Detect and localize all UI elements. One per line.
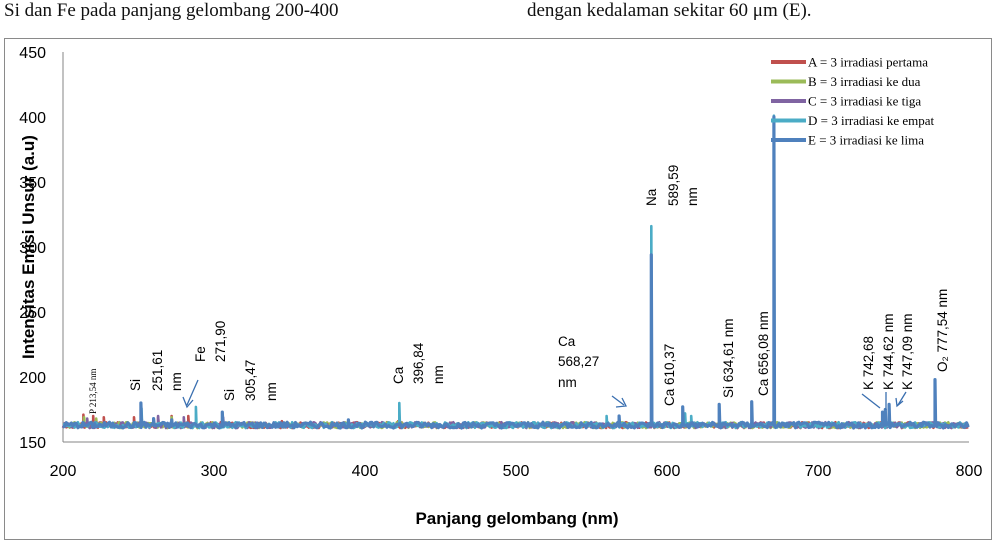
- annotation-k1: K 742,68: [861, 336, 876, 390]
- x-tick-label: 700: [805, 463, 832, 480]
- annotation-arrows: [182, 379, 907, 410]
- x-axis-title: Panjang gelombang (nm): [415, 509, 618, 528]
- legend: A = 3 irradiasi pertama B = 3 irradiasi k…: [771, 55, 934, 148]
- arrow-fe: [182, 379, 199, 409]
- tick-labels: 200 300 400 500 600 700 8001502002503003504004…: [19, 45, 982, 480]
- annotation-ca3: Ca 610,37: [662, 344, 677, 406]
- annotation-si1-c: nm: [169, 372, 184, 391]
- x-tick-label: 200: [50, 463, 77, 480]
- y-tick-label: 450: [19, 45, 46, 62]
- x-tick-label: 800: [956, 463, 983, 480]
- series-line-d: [62, 114, 969, 430]
- annotation-ca1-a: Ca: [391, 366, 406, 384]
- annotation-na-a: Na: [644, 188, 659, 206]
- annotation-ca2-a: Ca: [558, 334, 576, 349]
- y-tick-label: 250: [19, 305, 46, 322]
- y-tick-label: 400: [19, 110, 46, 127]
- annotation-si3: Si 634,61 nm: [721, 318, 736, 398]
- annotation-na-c: nm: [685, 187, 700, 206]
- legend-label: A = 3 irradiasi pertama: [808, 55, 928, 70]
- chart-frame: [4, 38, 992, 540]
- legend-label: B = 3 irradiasi ke dua: [808, 74, 921, 89]
- legend-label: E = 3 irradiasi ke lima: [808, 133, 924, 148]
- annotation-fe-b: 271,90: [213, 321, 228, 362]
- annotation-o2: O₂ 777,54 nm: [935, 289, 950, 372]
- annotation-ca2-b: 568,27: [558, 354, 599, 369]
- annotation-k3: K 747,09 nm: [900, 313, 915, 390]
- annotation-si2-c: nm: [264, 382, 279, 401]
- y-tick-label: 300: [19, 240, 46, 257]
- series-line-e: [62, 115, 970, 430]
- annotation-si2-a: Si: [222, 389, 237, 401]
- annotation-si2-b: 305,47: [243, 360, 258, 401]
- x-tick-label: 600: [654, 463, 681, 480]
- annotation-ca1-b: 396,84: [411, 342, 426, 384]
- annotation-p: P 213,54 nm: [88, 369, 98, 414]
- axes: [62, 52, 969, 443]
- legend-label: C = 3 irradiasi ke tiga: [808, 94, 921, 109]
- annotation-ca4: Ca 656,08 nm: [756, 311, 771, 396]
- series-lines: [61, 114, 970, 430]
- annotation-si1-a: Si: [128, 379, 143, 391]
- annotation-ca2-c: nm: [558, 375, 577, 390]
- arrow-ca2: [611, 395, 628, 408]
- legend-label: D = 3 irradiasi ke empat: [808, 113, 934, 128]
- header-text-left: Si dan Fe pada panjang gelombang 200-400: [4, 0, 339, 21]
- header-text-right: dengan kedalaman sekitar 60 μm (E).: [527, 0, 812, 21]
- x-tick-label: 400: [352, 463, 379, 480]
- arrow-k1: [861, 393, 881, 409]
- arrow-k3: [895, 391, 907, 408]
- x-tick-label: 500: [503, 463, 530, 480]
- y-tick-label: 150: [19, 435, 46, 452]
- y-tick-label: 200: [19, 370, 46, 387]
- annotation-ca1-c: nm: [431, 365, 446, 384]
- y-axis-title: Intensitas Emisi Unsur (a.u): [19, 135, 38, 359]
- annotation-k2: K 744,62 nm: [881, 313, 896, 390]
- y-tick-label: 350: [19, 175, 46, 192]
- annotation-fe-a: Fe: [193, 346, 208, 362]
- x-tick-label: 300: [201, 463, 228, 480]
- peak-annotations: P 213,54 nm Si 251,61 nm Fe 271,90 Si 30…: [88, 165, 950, 414]
- annotation-na-b: 589,59: [666, 165, 681, 206]
- annotation-si1-b: 251,61: [150, 350, 165, 391]
